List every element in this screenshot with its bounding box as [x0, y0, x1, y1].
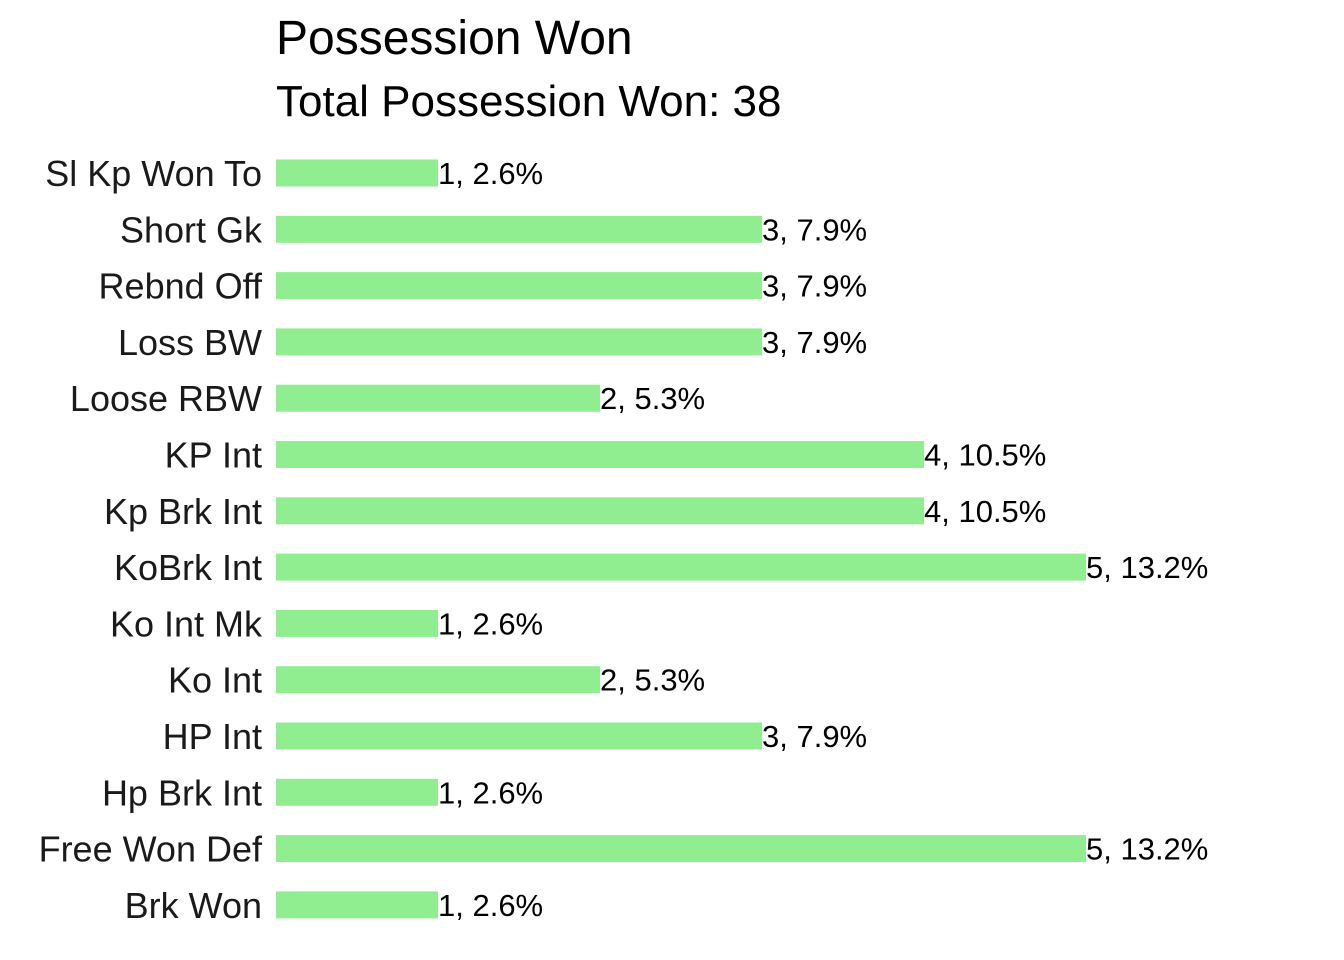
- bar: [276, 384, 600, 412]
- data-label: 1, 2.6%: [438, 888, 543, 923]
- category-label: Brk Won: [125, 885, 262, 926]
- data-label: 1, 2.6%: [438, 775, 543, 810]
- category-label: KP Int: [165, 435, 262, 476]
- bar: [276, 272, 762, 300]
- chart-subtitle: Total Possession Won: 38: [276, 77, 781, 126]
- category-label: KoBrk Int: [114, 547, 262, 588]
- category-label: Rebnd Off: [99, 266, 263, 307]
- bar: [276, 497, 924, 525]
- bars-group: [276, 159, 1086, 919]
- data-labels-group: 1, 2.6% 3, 7.9% 3, 7.9% 3, 7.9% 2, 5.3% 4, 10…: [438, 156, 1208, 923]
- data-label: 4, 10.5%: [924, 438, 1046, 473]
- bar: [276, 328, 762, 356]
- data-label: 3, 7.9%: [762, 269, 867, 304]
- bar: [276, 215, 762, 243]
- category-label: Short Gk: [120, 209, 263, 250]
- category-label: HP Int: [163, 716, 262, 757]
- category-label: Loose RBW: [70, 378, 262, 419]
- chart-title: Possession Won: [276, 12, 633, 65]
- data-label: 5, 13.2%: [1086, 550, 1208, 585]
- bar: [276, 778, 438, 806]
- category-label: Kp Brk Int: [104, 491, 262, 532]
- data-label: 1, 2.6%: [438, 606, 543, 641]
- data-label: 2, 5.3%: [600, 381, 705, 416]
- bar: [276, 835, 1086, 863]
- category-label: Free Won Def: [39, 829, 263, 870]
- data-label: 3, 7.9%: [762, 325, 867, 360]
- data-label: 3, 7.9%: [762, 719, 867, 754]
- category-axis-labels: Sl Kp Won To Short Gk Rebnd Off Loss BW Loos…: [39, 153, 263, 926]
- data-label: 4, 10.5%: [924, 494, 1046, 529]
- category-label: Loss BW: [118, 322, 262, 363]
- data-label: 3, 7.9%: [762, 212, 867, 247]
- bar: [276, 553, 1086, 581]
- category-label: Hp Brk Int: [102, 772, 262, 813]
- data-label: 2, 5.3%: [600, 663, 705, 698]
- bar: [276, 666, 600, 694]
- data-label: 5, 13.2%: [1086, 832, 1208, 867]
- bar: [276, 441, 924, 468]
- data-label: 1, 2.6%: [438, 156, 543, 191]
- category-label: Sl Kp Won To: [45, 153, 262, 194]
- category-label: Ko Int: [168, 660, 262, 701]
- bar: [276, 891, 438, 919]
- bar: [276, 159, 438, 187]
- category-label: Ko Int Mk: [110, 603, 263, 644]
- bar: [276, 722, 762, 750]
- bar: [276, 609, 438, 637]
